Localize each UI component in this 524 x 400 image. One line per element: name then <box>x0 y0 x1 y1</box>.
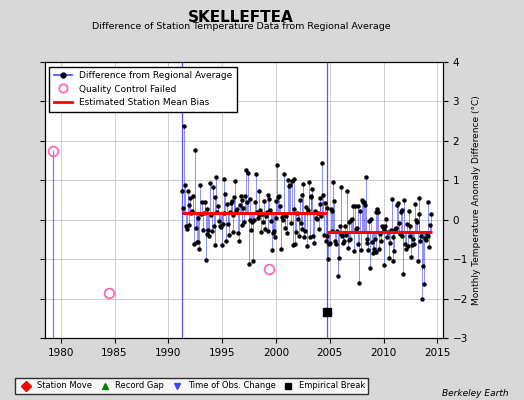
Legend: Difference from Regional Average, Quality Control Failed, Estimated Station Mean: Difference from Regional Average, Qualit… <box>49 66 237 112</box>
Text: SKELLEFTEA: SKELLEFTEA <box>188 10 294 25</box>
Text: Berkeley Earth: Berkeley Earth <box>442 389 508 398</box>
Text: Difference of Station Temperature Data from Regional Average: Difference of Station Temperature Data f… <box>92 22 390 31</box>
Legend: Station Move, Record Gap, Time of Obs. Change, Empirical Break: Station Move, Record Gap, Time of Obs. C… <box>15 378 368 394</box>
Y-axis label: Monthly Temperature Anomaly Difference (°C): Monthly Temperature Anomaly Difference (… <box>472 95 481 305</box>
